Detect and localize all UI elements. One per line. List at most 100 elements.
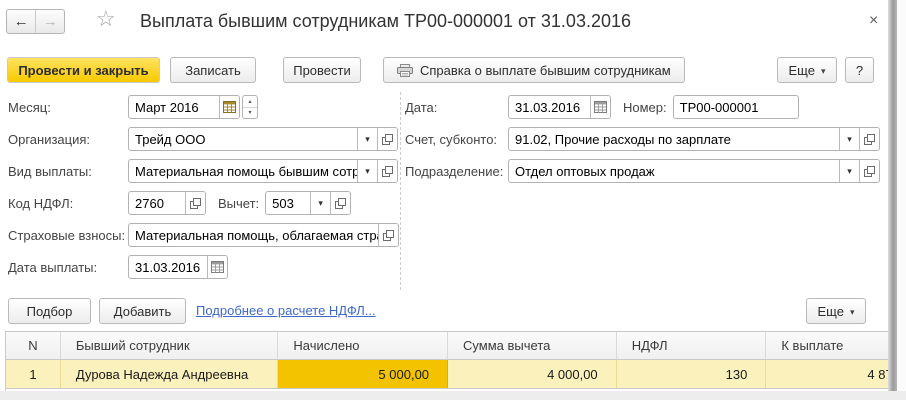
column-header-n[interactable]: N (6, 332, 61, 359)
department-dropdown-button[interactable]: ▾ (839, 160, 859, 182)
payout-date-calendar-button[interactable] (207, 256, 227, 278)
ndfl-code-open-button[interactable] (185, 192, 205, 214)
cell-n[interactable]: 1 (6, 360, 61, 388)
open-icon (335, 197, 347, 209)
date-label: Дата: (405, 99, 438, 115)
table-row: 1 Дурова Надежда Андреевна 5 000,00 4 00… (6, 360, 888, 388)
document-window: ← → ☆ Выплата бывшим сотрудникам ТР00-00… (0, 0, 888, 391)
table-border-tail (5, 388, 6, 391)
certificate-button[interactable]: Справка о выплате бывшим сотрудникам (383, 57, 685, 83)
post-button[interactable]: Провести (283, 57, 361, 83)
open-icon (383, 229, 394, 241)
deduction-open-button[interactable] (330, 192, 351, 214)
cell-ndfl[interactable]: 130 (616, 360, 767, 388)
column-header-employee[interactable]: Бывший сотрудник (61, 332, 279, 359)
account-open-button[interactable] (859, 128, 879, 150)
department-label: Подразделение: (405, 163, 504, 179)
printer-icon (397, 63, 413, 77)
toolbar-more-label: Еще (788, 62, 815, 78)
help-button[interactable]: ? (845, 57, 874, 83)
toolbar-more-button[interactable]: Еще ▾ (777, 57, 837, 83)
chevron-down-icon: ▾ (849, 306, 855, 317)
chevron-down-icon: ▾ (847, 133, 852, 144)
back-icon[interactable]: ← (13, 13, 29, 30)
open-icon (382, 165, 393, 177)
account-input[interactable]: 91.02, Прочие расходы по зарплате (515, 131, 731, 147)
forward-icon[interactable]: → (35, 10, 64, 33)
insurance-open-button[interactable] (378, 224, 398, 246)
calendar-icon (211, 261, 224, 273)
pick-button[interactable]: Подбор (8, 298, 91, 324)
certificate-label: Справка о выплате бывшим сотрудникам (420, 62, 671, 78)
column-header-ndfl[interactable]: НДФЛ (617, 332, 767, 359)
cell-deduction[interactable]: 4 000,00 (448, 360, 617, 388)
month-label: Месяц: (8, 99, 51, 115)
column-header-accrued[interactable]: Начислено (278, 332, 449, 359)
date-calendar-button[interactable] (590, 96, 610, 118)
grid-more-button[interactable]: Еще ▾ (806, 298, 866, 324)
payment-kind-label: Вид выплаты: (8, 163, 92, 179)
post-label: Провести (293, 62, 351, 78)
column-header-payout[interactable]: К выплате (781, 338, 844, 353)
chevron-down-icon: ▾ (820, 65, 826, 76)
spinner-up-icon[interactable]: ▴ (243, 96, 257, 108)
pick-label: Подбор (26, 303, 73, 319)
account-label: Счет, субконто: (405, 131, 498, 147)
page-title: Выплата бывшим сотрудникам ТР00-000001 о… (140, 11, 632, 31)
chevron-down-icon: ▾ (365, 165, 370, 176)
close-icon[interactable]: × (869, 12, 879, 29)
column-header-deduction[interactable]: Сумма вычета (448, 332, 617, 359)
chevron-down-icon: ▾ (318, 197, 323, 208)
open-icon (382, 133, 393, 145)
add-label: Добавить (113, 303, 172, 319)
insurance-label: Страховые взносы: (8, 227, 126, 243)
open-icon (864, 133, 875, 145)
table-header-row: N Бывший сотрудник Начислено Сумма вычет… (6, 332, 888, 360)
month-select-button[interactable] (219, 96, 239, 118)
spinner-down-icon[interactable]: ▾ (248, 110, 252, 117)
cell-payout[interactable]: 4 870,00 (766, 360, 888, 388)
ndfl-details-link[interactable]: Подробнее о расчете НДФЛ... (196, 303, 376, 318)
payment-kind-open-button[interactable] (377, 160, 397, 182)
favorite-star-icon[interactable]: ☆ (96, 6, 116, 31)
add-button[interactable]: Добавить (99, 298, 186, 324)
cell-accrued-selected[interactable]: 5 000,00 (278, 360, 449, 388)
month-spinner[interactable]: ▴ ▾ (242, 95, 258, 119)
deduction-label: Вычет: (218, 195, 260, 211)
post-and-close-button[interactable]: Провести и закрыть (7, 57, 160, 83)
payment-kind-input[interactable]: Материальная помощь бывшим сотр (135, 163, 357, 179)
month-input[interactable]: Март 2016 (135, 99, 199, 115)
ndfl-code-label: Код НДФЛ: (8, 195, 74, 211)
date-input[interactable]: 31.03.2016 (515, 99, 581, 115)
payment-kind-dropdown-button[interactable]: ▾ (357, 160, 377, 182)
window-right-border (888, 0, 897, 391)
chevron-down-icon: ▾ (365, 133, 370, 144)
number-label: Номер: (623, 99, 667, 115)
table-select-icon (223, 101, 236, 113)
open-icon (190, 197, 201, 209)
department-open-button[interactable] (859, 160, 879, 182)
department-input[interactable]: Отдел оптовых продаж (515, 163, 655, 179)
post-and-close-label: Провести и закрыть (18, 62, 149, 78)
organization-label: Организация: (8, 131, 91, 147)
organization-open-button[interactable] (377, 128, 397, 150)
chevron-down-icon: ▾ (847, 165, 852, 176)
write-button[interactable]: Записать (170, 57, 256, 83)
payout-date-input[interactable]: 31.03.2016 (135, 259, 201, 275)
insurance-input[interactable]: Материальная помощь, облагаемая стра (135, 227, 378, 243)
deduction-input[interactable]: 503 (272, 195, 294, 211)
employees-table: N Бывший сотрудник Начислено Сумма вычет… (5, 331, 888, 389)
open-icon (864, 165, 875, 177)
organization-dropdown-button[interactable]: ▾ (357, 128, 377, 150)
ndfl-code-input[interactable]: 2760 (135, 195, 164, 211)
organization-input[interactable]: Трейд ООО (135, 131, 206, 147)
deduction-dropdown-button[interactable]: ▾ (310, 192, 331, 214)
column-divider (400, 92, 401, 290)
number-input[interactable]: ТР00-000001 (679, 99, 759, 115)
payout-date-label: Дата выплаты: (8, 259, 98, 275)
account-dropdown-button[interactable]: ▾ (839, 128, 859, 150)
page-background-bottom (0, 391, 906, 400)
cell-employee[interactable]: Дурова Надежда Андреевна (60, 360, 279, 388)
page-background-right (897, 0, 906, 391)
grid-more-label: Еще (817, 303, 844, 319)
